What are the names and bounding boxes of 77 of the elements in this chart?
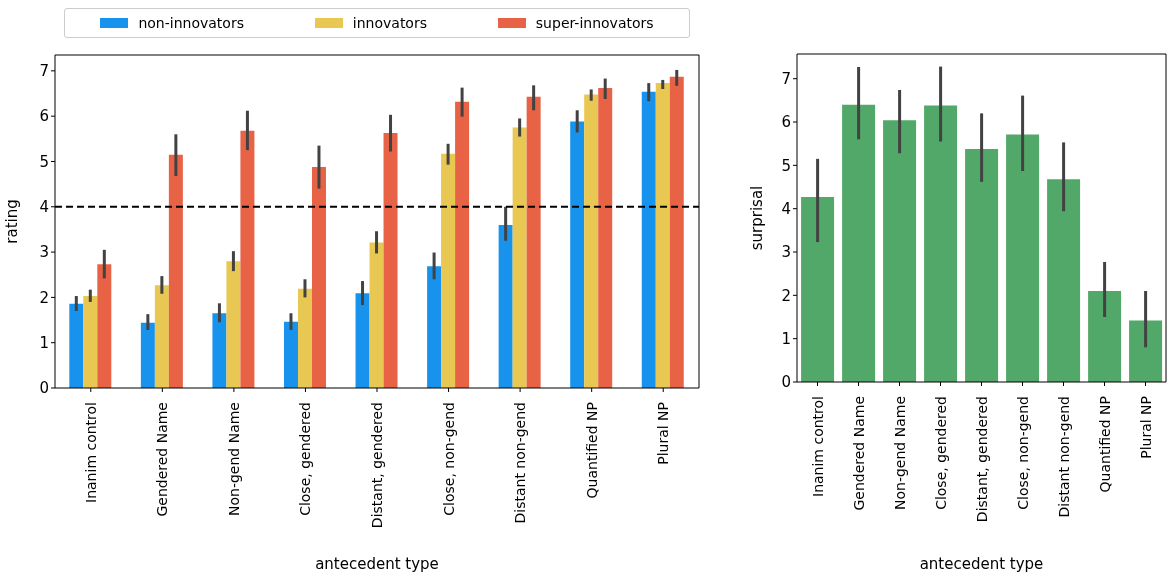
x-tick-label: Close, gendered [297,402,314,516]
bar [1129,320,1163,382]
x-tick-label: Close, gendered [932,396,949,510]
bar [283,321,298,388]
bar [512,127,527,388]
x-tick-label: Quantified NP [1096,396,1113,493]
x-tick-label: Non-gend Name [225,402,242,516]
y-tick-label: 0 [39,379,49,398]
y-tick-label: 0 [781,373,791,392]
bar [1088,291,1122,382]
bar [369,242,384,388]
y-tick-label: 3 [781,243,791,262]
y-tick-label: 4 [39,198,49,217]
x-tick-label: Gendered Name [154,402,171,517]
bar [355,293,370,388]
x-tick-label: Quantified NP [583,402,600,499]
bar [83,296,98,388]
legend-label: non-innovators [138,15,244,31]
bar [924,105,958,382]
bar [311,166,326,388]
y-tick-label: 6 [781,113,791,132]
bar [383,132,398,388]
x-axis-title: antecedent type [315,555,439,573]
x-tick-label: Distant, gendered [973,396,990,523]
bar [526,96,541,388]
y-tick-label: 2 [781,286,791,305]
x-tick-label: Inanim control [809,396,826,497]
y-axis-title: rating [3,199,21,244]
bar [455,101,470,388]
bar [598,88,613,388]
y-tick-label: 1 [781,330,791,348]
y-tick-label: 4 [781,200,791,219]
y-axis-title: surprisal [748,185,766,251]
bar [655,83,670,388]
bar [441,153,456,388]
bar [297,288,312,388]
x-tick-label: Distant non-gend [512,402,529,524]
y-tick-label: 5 [39,152,49,171]
x-tick-label: Non-gend Name [891,396,908,510]
y-tick-label: 7 [781,70,791,89]
bar [1006,134,1040,382]
bar [842,104,876,382]
x-tick-label: Plural NP [1137,396,1154,459]
y-tick-label: 6 [39,107,49,126]
x-tick-label: Distant non-gend [1055,396,1072,518]
x-tick-label: Plural NP [655,402,672,465]
bar [427,266,442,388]
x-axis-title: antecedent type [919,555,1044,573]
x-tick-label: Close, non-gend [1014,396,1031,510]
bar [669,76,684,388]
bar [140,322,155,388]
bar [69,303,84,388]
bar [883,120,917,382]
y-tick-label: 2 [39,288,49,307]
bar [97,264,112,388]
bar [168,154,183,388]
y-tick-label: 7 [39,62,49,81]
bar [965,148,999,382]
bar [212,313,227,388]
bar [154,285,169,388]
bar [498,224,513,388]
bar [240,130,255,388]
bar [226,261,241,388]
x-tick-label: Gendered Name [850,396,867,511]
legend-label: innovators [352,15,427,31]
x-tick-label: Distant, gendered [369,402,385,529]
bar [570,121,585,388]
y-tick-label: 3 [39,243,49,262]
bar [584,94,599,388]
x-tick-label: Close, non-gend [440,402,457,516]
x-tick-label: Inanim control [82,402,99,503]
y-tick-label: 1 [39,334,49,353]
bar [1047,179,1081,382]
legend-label: super-innovators [535,15,654,31]
bar [641,91,656,388]
y-tick-label: 5 [781,156,791,175]
bar [801,196,835,382]
